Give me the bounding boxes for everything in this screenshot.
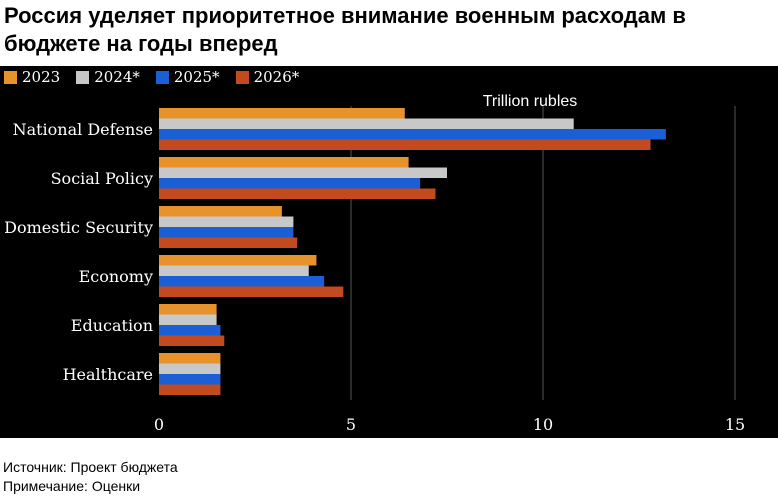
bar [159, 304, 217, 315]
x-tick-label: 10 [533, 415, 553, 434]
category-label: Economy [79, 267, 153, 286]
bar [159, 314, 217, 325]
bar [159, 374, 221, 385]
footnote: Примечание: Оценки [3, 478, 141, 494]
legend-swatch [4, 70, 17, 84]
legend-label: 2023 [22, 68, 61, 86]
legend-label: 2025* [173, 68, 220, 86]
bar [159, 286, 344, 297]
x-tick-label: 0 [154, 415, 164, 434]
bar [159, 139, 651, 150]
x-tick-label: 15 [725, 415, 745, 434]
legend-item-2024: 2024* [76, 68, 140, 86]
bar [159, 265, 309, 276]
x-tick-label: 5 [346, 415, 356, 434]
bar [159, 227, 294, 238]
legend-label: 2024* [94, 68, 140, 86]
bar [159, 384, 221, 395]
bar [159, 276, 325, 287]
bar [159, 363, 221, 374]
bar [159, 325, 221, 336]
bar [159, 353, 221, 364]
legend: 2023 2024* 2025* 2026* [4, 68, 315, 86]
legend-item-2025: 2025* [155, 68, 220, 86]
legend-item-2023: 2023 [4, 68, 60, 86]
chart-panel: 2023 2024* 2025* 2026* Trillion rubles Natio… [0, 66, 778, 438]
category-label: Healthcare [63, 365, 153, 384]
bar [159, 108, 405, 119]
bar [159, 335, 225, 346]
bar [159, 206, 282, 217]
category-label: Education [71, 316, 153, 335]
category-label: National Defense [13, 120, 153, 139]
source-note: Источник: Проект бюджета [3, 459, 178, 475]
legend-item-2026: 2026* [235, 68, 300, 86]
legend-swatch [155, 70, 169, 84]
legend-swatch [76, 70, 90, 84]
bar [159, 188, 436, 199]
category-label: Social Policy [51, 169, 153, 188]
bar-chart: Trillion rubles National Defense Social Po… [4, 93, 745, 434]
bar [159, 178, 421, 189]
chart-title: Россия уделяет приоритетное внимание вое… [4, 3, 686, 56]
bar [159, 237, 298, 248]
legend-swatch [235, 70, 249, 84]
bar [159, 167, 447, 178]
category-label: Domestic Security [4, 218, 153, 237]
bar [159, 157, 409, 168]
bar [159, 216, 294, 227]
bar [159, 129, 666, 140]
bar [159, 255, 317, 266]
legend-label: 2026* [253, 68, 300, 86]
unit-label: Trillion rubles [483, 93, 578, 110]
bar [159, 118, 574, 129]
